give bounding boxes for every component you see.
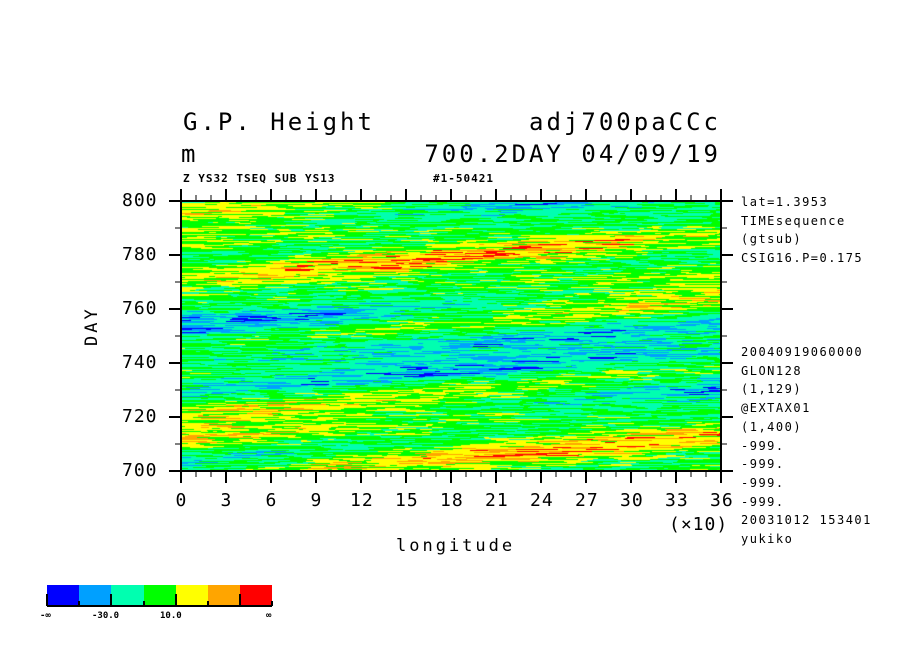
legend-swatch bbox=[79, 585, 112, 606]
legend-label: ∞ bbox=[266, 611, 272, 621]
legend-tick bbox=[78, 601, 81, 606]
info-line: (1,129) bbox=[741, 382, 803, 397]
x-scale-label: (×10) bbox=[669, 514, 729, 535]
legend-tick bbox=[207, 601, 209, 606]
legend-label: -∞ bbox=[40, 611, 51, 621]
y-tick-label: 800 bbox=[122, 190, 158, 211]
subtitle-small-left: Z YS32 TSEQ SUB YS13 bbox=[183, 172, 336, 185]
x-tick-label: 0 bbox=[175, 490, 188, 511]
y-tick-label: 720 bbox=[122, 406, 158, 427]
x-tick-label: 12 bbox=[350, 490, 374, 511]
y-tick-label: 780 bbox=[122, 244, 158, 265]
legend-swatch bbox=[47, 585, 80, 606]
x-tick-label: 30 bbox=[620, 490, 644, 511]
info-line: (1,400) bbox=[741, 419, 803, 434]
legend-swatch bbox=[240, 585, 273, 606]
info-line: 20040919060000 bbox=[741, 345, 864, 359]
info-line: TIMEsequence bbox=[741, 213, 846, 228]
info-line: CSIG16.P=0.175 bbox=[741, 251, 864, 266]
y-axis-label: DAY bbox=[82, 306, 102, 346]
legend-swatch bbox=[208, 585, 241, 606]
legend-label: 10.0 bbox=[160, 611, 182, 621]
title-right: adj700paCCc bbox=[529, 108, 721, 136]
info-line: -999. bbox=[741, 494, 785, 509]
info-line: -999. bbox=[741, 475, 785, 490]
info-line: 20031012 153401 bbox=[741, 513, 872, 528]
legend-tick bbox=[110, 594, 113, 606]
info-line: -999. bbox=[741, 438, 785, 453]
legend-tick bbox=[174, 594, 177, 606]
info-line: @EXTAX01 bbox=[741, 401, 811, 416]
x-tick-label: 24 bbox=[530, 490, 554, 511]
legend-label: -30.0 bbox=[92, 611, 120, 621]
x-tick-label: 9 bbox=[310, 490, 323, 511]
legend-swatch bbox=[111, 585, 144, 606]
x-axis-label: longitude bbox=[396, 536, 516, 556]
x-tick-label: 21 bbox=[485, 490, 509, 511]
subtitle-right: 700.2DAY 04/09/19 bbox=[424, 140, 721, 168]
legend-baseline bbox=[47, 605, 273, 607]
info-line: GLON128 bbox=[741, 363, 803, 378]
x-tick-label: 6 bbox=[265, 490, 278, 511]
x-tick-label: 18 bbox=[440, 490, 464, 511]
x-tick-label: 33 bbox=[665, 490, 689, 511]
legend-tick bbox=[46, 594, 48, 606]
legend-tick bbox=[239, 594, 242, 606]
plot-frame bbox=[180, 200, 722, 472]
unit-label: m bbox=[181, 140, 199, 168]
x-tick-label: 3 bbox=[220, 490, 233, 511]
legend-tick bbox=[271, 601, 274, 606]
title-left: G.P. Height bbox=[183, 108, 375, 136]
subtitle-small-right: #1-50421 bbox=[433, 172, 494, 185]
legend-tick bbox=[142, 601, 145, 606]
legend-swatch bbox=[143, 585, 176, 606]
legend-swatch bbox=[175, 585, 208, 606]
y-tick-label: 740 bbox=[122, 352, 158, 373]
x-tick-label: 27 bbox=[575, 490, 599, 511]
x-tick-label: 15 bbox=[395, 490, 419, 511]
info-line: (gtsub) bbox=[741, 232, 803, 247]
info-line: -999. bbox=[741, 457, 785, 472]
x-tick-label: 36 bbox=[710, 490, 734, 511]
y-tick-label: 700 bbox=[122, 460, 158, 481]
heatmap-plot bbox=[181, 201, 721, 471]
info-line: yukiko bbox=[741, 532, 794, 546]
y-tick-label: 760 bbox=[122, 298, 158, 319]
info-line: lat=1.3953 bbox=[741, 195, 829, 209]
